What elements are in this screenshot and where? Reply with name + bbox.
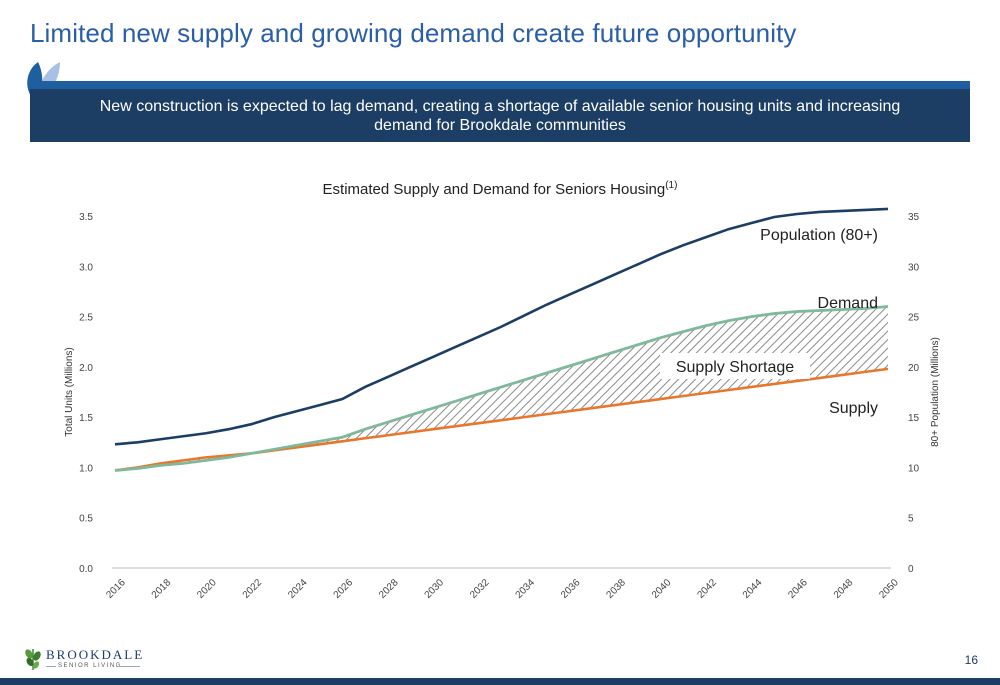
x-tick-label: 2034 [514,577,538,601]
brookdale-logo: BROOKDALE SENIOR LIVING [24,645,154,675]
y2-tick-label: 35 [908,212,920,223]
y2-tick-label: 15 [908,413,920,424]
x-tick-label: 2048 [832,577,856,601]
y2-tick-label: 5 [908,514,914,525]
x-tick-label: 2036 [559,577,583,601]
supply-line [114,367,889,472]
x-tick-label: 2028 [377,577,401,601]
x-tick-label: 2040 [650,577,674,601]
chart-title-footnote: (1) [665,180,678,191]
brand-rule-left [46,666,56,667]
y2-tick-label: 20 [908,363,920,374]
population-label: Population (80+) [760,227,878,244]
y-tick-label: 1.0 [79,463,93,474]
x-tick-label: 2032 [468,577,492,601]
shortage-label-bg [660,353,810,379]
y-tick-label: 3.5 [79,212,93,223]
shortage-label: Supply Shortage [676,359,794,376]
y2-axis-title: 80+ Population (Millions) [930,337,941,447]
chart-title: Estimated Supply and Demand for Seniors … [0,180,1000,198]
x-tick-label: 2026 [332,577,356,601]
x-tick-label: 2050 [877,577,901,601]
summary-banner: New construction is expected to lag dema… [30,89,970,142]
x-tick-label: 2044 [741,577,765,601]
brand-rule-right [118,666,140,667]
slide-title: Limited new supply and growing demand cr… [30,18,797,48]
brand-name: BROOKDALE [46,647,145,662]
demand-label: Demand [818,295,878,312]
brookdale-leaf-icon [25,649,41,670]
supply-label: Supply [829,400,878,417]
x-tick-label: 2020 [195,577,219,601]
brand-subtitle: SENIOR LIVING [58,663,122,669]
x-tick-label: 2016 [104,577,128,601]
population-line [114,207,889,446]
y-tick-label: 0.0 [79,564,93,575]
y2-tick-label: 0 [908,564,914,575]
banner-accent-rule [30,81,970,89]
x-tick-label: 2042 [695,577,719,601]
y-tick-label: 0.5 [79,514,93,525]
footer-bar [0,678,1000,685]
x-tick-label: 2038 [604,577,628,601]
banner-text: New construction is expected to lag dema… [99,97,901,134]
shortage-area [115,306,888,471]
y2-tick-label: 25 [908,313,920,324]
chart-title-text: Estimated Supply and Demand for Seniors … [322,181,666,198]
y-axis-title: Total Units (Millions) [64,347,75,436]
y-tick-label: 3.0 [79,262,93,273]
x-tick-label: 2046 [786,577,810,601]
demand-line [114,305,889,472]
y-tick-label: 1.5 [79,413,93,424]
y2-tick-label: 10 [908,463,920,474]
y2-tick-label: 30 [908,262,920,273]
supply-demand-chart: 0.0 0.5 1.0 1.5 2.0 2.5 3.0 3.5 0 5 10 15 20 25 30 35 20… [64,207,941,601]
page-number: 16 [964,653,978,667]
y-tick-label: 2.0 [79,363,93,374]
x-tick-label: 2024 [286,577,310,601]
x-tick-label: 2018 [150,577,174,601]
x-tick-label: 2022 [241,577,265,601]
y-tick-label: 2.5 [79,313,93,324]
x-tick-label: 2030 [423,577,447,601]
